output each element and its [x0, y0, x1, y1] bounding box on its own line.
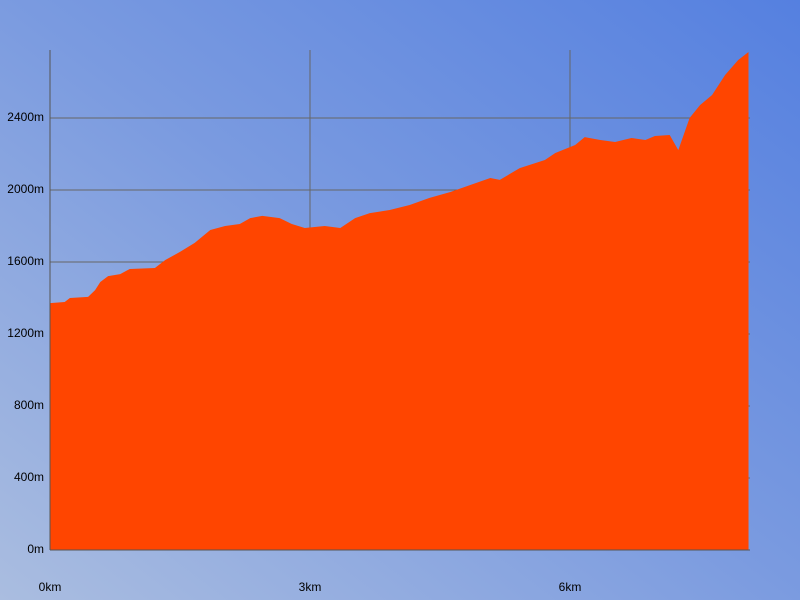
- y-tick-label: 0m: [27, 542, 44, 556]
- plot: [50, 52, 749, 550]
- y-tick-label: 1600m: [7, 254, 44, 268]
- y-tick-label: 2000m: [7, 182, 44, 196]
- labels: 0m 400m 800m 1200m 1600m 2000m 2400m 0km 3km 6km: [7, 50, 750, 594]
- elevation-area: [50, 52, 749, 550]
- y-tick-label: 400m: [14, 470, 44, 484]
- y-tick-label: 2400m: [7, 110, 44, 124]
- x-tick-label: 6km: [559, 580, 582, 594]
- y-tick-label: 1200m: [7, 326, 44, 340]
- x-tick-label: 0km: [39, 580, 62, 594]
- x-tick-label: 3km: [299, 580, 322, 594]
- y-tick-label: 800m: [14, 398, 44, 412]
